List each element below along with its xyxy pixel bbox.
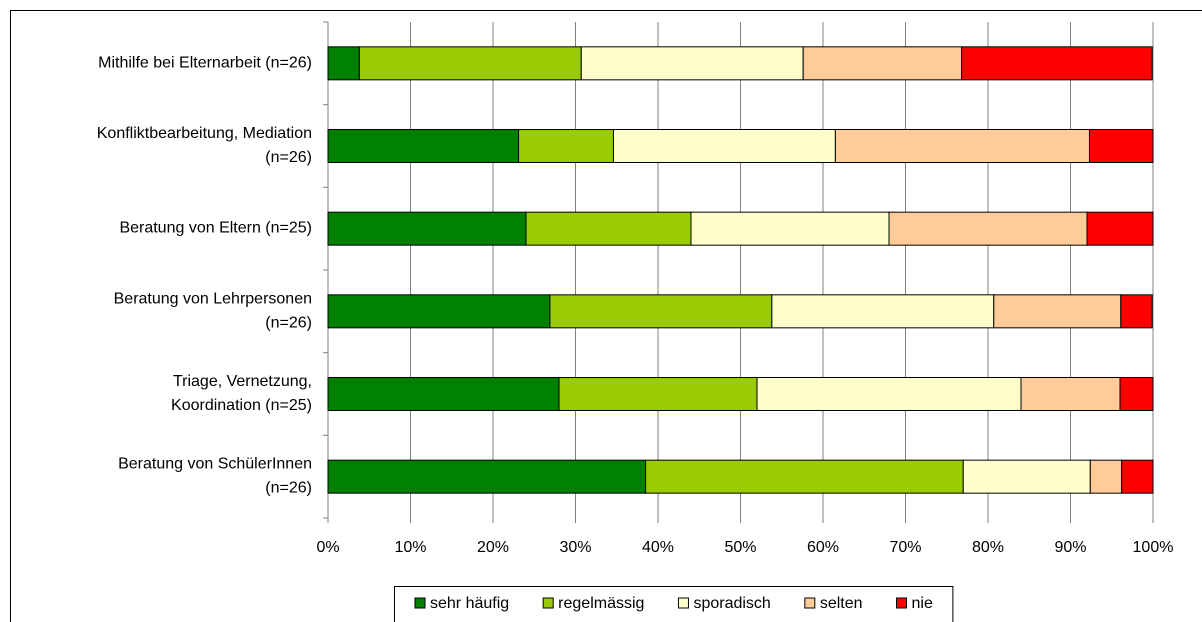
x-tick-label: 80% [972, 539, 1004, 556]
bar-segment [834, 129, 1090, 163]
bar-segment [645, 459, 964, 494]
bar-segment [802, 46, 963, 81]
bar-segment [1088, 129, 1154, 163]
bar-segment [962, 459, 1091, 494]
legend-label: sehr häufig [430, 595, 509, 612]
legend-swatch [542, 597, 554, 609]
bar-segment [327, 377, 560, 411]
bar-segment [1120, 294, 1153, 329]
x-tick-label: 70% [889, 539, 921, 556]
legend-label: selten [820, 595, 863, 612]
x-tick-label: 40% [642, 539, 674, 556]
bar-segment [1119, 377, 1154, 411]
legend-label: sporadisch [693, 595, 770, 612]
bar-segment [327, 129, 520, 163]
x-tick-label: 50% [724, 539, 756, 556]
legend-label: nie [912, 595, 933, 612]
x-tick-label: 90% [1054, 539, 1086, 556]
legend-swatch [677, 597, 689, 609]
x-tick-label: 30% [559, 539, 591, 556]
legend-swatch [414, 597, 426, 609]
bar-segment [580, 46, 804, 81]
legend-label: regelmässig [558, 595, 644, 612]
bar-segment [888, 211, 1088, 246]
legend-swatch [896, 597, 908, 609]
bar-segment [1086, 211, 1154, 246]
bar-segment [549, 294, 773, 329]
legend-swatch [804, 597, 816, 609]
x-tick-label: 20% [477, 539, 509, 556]
bar-segment [612, 129, 836, 163]
x-tick-label: 100% [1133, 539, 1174, 556]
bar-segment [1089, 459, 1123, 494]
bar-segment [1020, 377, 1121, 411]
bar-segment [525, 211, 692, 246]
bar-segment [993, 294, 1122, 329]
bar-segment [327, 46, 360, 81]
bar-segment [518, 129, 614, 163]
x-tick-label: 60% [807, 539, 839, 556]
bar-segment [771, 294, 995, 329]
x-tick-label: 0% [316, 539, 339, 556]
bar-segment [327, 211, 527, 246]
bar-segment [358, 46, 582, 81]
bar-segment [756, 377, 1022, 411]
bar-segment [1121, 459, 1154, 494]
bar-segment [961, 46, 1153, 81]
legend-box [394, 586, 954, 622]
x-tick-label: 10% [394, 539, 426, 556]
bar-segment [327, 294, 551, 329]
legend: sehr häufig regelmässig sporadisch selten ni… [394, 586, 954, 622]
bar-segment [690, 211, 890, 246]
bar-segment [558, 377, 758, 411]
bar-segment [327, 459, 647, 494]
